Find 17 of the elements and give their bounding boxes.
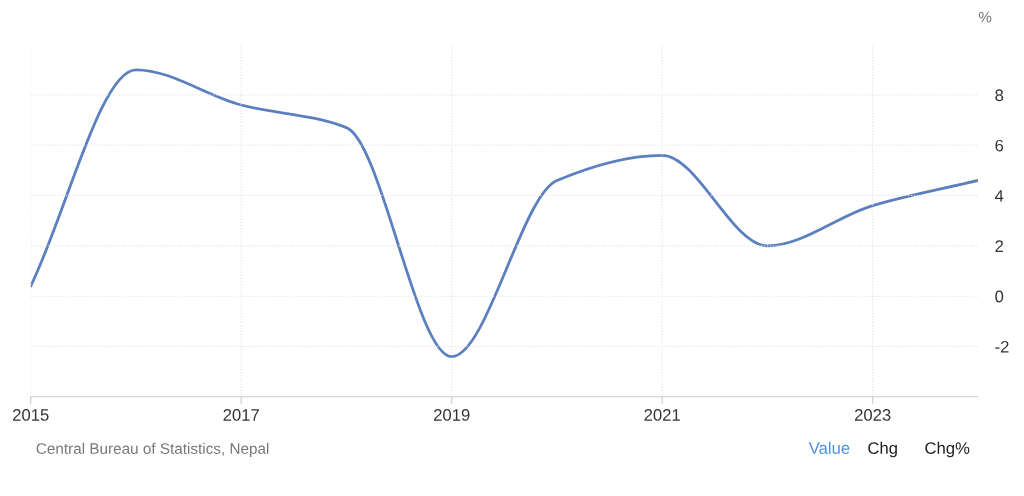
- x-tick-label: 2023: [854, 409, 891, 421]
- text: Value: [808, 441, 850, 454]
- text: Central Bureau of Statistics, Nepal: [36, 442, 269, 458]
- y-tick-label: 4: [994, 190, 1004, 202]
- y-axis-title: %: [978, 11, 992, 23]
- text: Chg: [868, 441, 897, 458]
- y-tick-label: -2: [995, 340, 1009, 353]
- x-tick-label: 2019: [434, 409, 470, 421]
- y-tick-label: 6: [995, 139, 1004, 152]
- x-tick-label: 2017: [223, 409, 259, 421]
- text: Chg%: [925, 441, 970, 458]
- x-tick-label: 2021: [644, 409, 680, 421]
- x-tick-label: 2015: [13, 409, 49, 421]
- y-tick-label: 2: [995, 240, 1004, 252]
- y-tick-label: 0: [995, 290, 1004, 303]
- y-tick-label: 8: [995, 89, 1004, 102]
- line-series: [30, 68, 978, 358]
